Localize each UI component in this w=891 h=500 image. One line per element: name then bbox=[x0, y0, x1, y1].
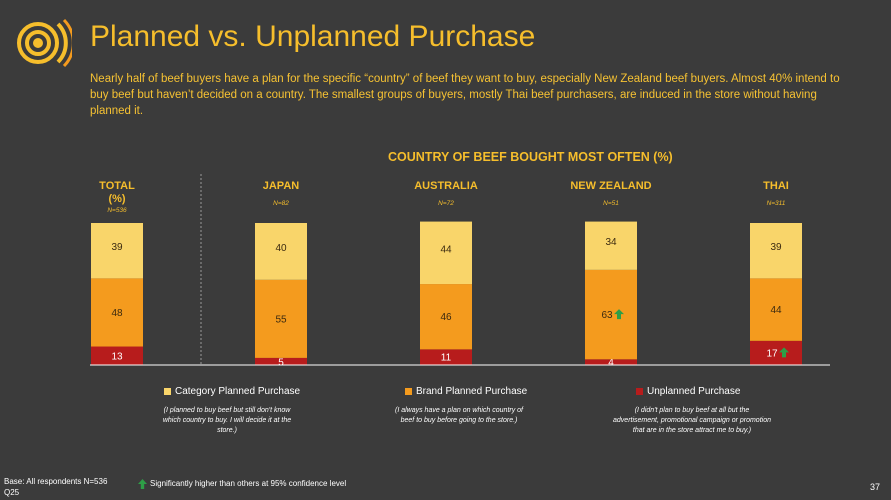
bar-segment bbox=[750, 340, 802, 365]
significance-arrow-icon bbox=[614, 309, 624, 320]
legend-unplanned-label: Unplanned Purchase bbox=[647, 386, 741, 397]
logo-icon bbox=[17, 18, 72, 68]
category-sublabel: (%) bbox=[108, 193, 125, 205]
sample-size-label: N=311 bbox=[767, 200, 786, 207]
legend-brand-swatch bbox=[405, 387, 412, 395]
legend-category-label: Category Planned Purchase bbox=[175, 386, 301, 397]
data-label: 48 bbox=[111, 308, 123, 319]
bar-segment bbox=[91, 346, 143, 365]
category-label: THAI bbox=[763, 180, 789, 192]
sample-size-label: N=536 bbox=[107, 207, 127, 214]
significance-arrow-icon bbox=[779, 347, 789, 358]
legend-unplanned-desc: (I didn't plan to buy beef at all but th… bbox=[613, 407, 771, 434]
bar-segment bbox=[91, 278, 143, 347]
legend-brand-desc: (I always have a plan on which country o… bbox=[394, 407, 523, 424]
data-label: 11 bbox=[441, 353, 452, 364]
data-label: 5 bbox=[278, 358, 284, 369]
stacked-bar-chart: TOTAL(%) N=536 JAPAN N=82 AUSTRALIA N=72 NEW Z… bbox=[90, 174, 830, 369]
data-label: 44 bbox=[440, 244, 452, 255]
page-number: 37 bbox=[870, 482, 881, 492]
data-label: 46 bbox=[440, 312, 452, 323]
data-label: 55 bbox=[275, 314, 287, 325]
legend-category-swatch bbox=[164, 387, 171, 395]
data-label: 17 bbox=[766, 348, 778, 359]
bar-segment bbox=[420, 349, 472, 365]
data-label: 63 bbox=[601, 310, 613, 321]
bar-segment bbox=[255, 357, 307, 365]
significance-text: Significantly higher than others at 95% … bbox=[150, 479, 347, 489]
data-label: 39 bbox=[770, 242, 782, 253]
sample-size-label: N=82 bbox=[273, 200, 289, 207]
category-label: JAPAN bbox=[263, 180, 300, 192]
bar-segment bbox=[585, 221, 637, 270]
category-label: NEW ZEALAND bbox=[570, 180, 651, 192]
data-label: 34 bbox=[605, 237, 617, 248]
data-label: 39 bbox=[111, 242, 123, 253]
sample-size-label: N=72 bbox=[438, 200, 454, 207]
category-label: TOTAL bbox=[99, 180, 135, 192]
bar-segment bbox=[255, 223, 307, 280]
bar-segment bbox=[750, 278, 802, 341]
category-label: AUSTRALIA bbox=[414, 180, 478, 192]
data-label: 13 bbox=[111, 351, 123, 362]
data-label: 4 bbox=[608, 358, 614, 369]
question-ref: Q25 bbox=[4, 488, 20, 497]
bar-segment bbox=[255, 279, 307, 358]
data-label: 44 bbox=[770, 305, 782, 316]
intro-text: Nearly half of beef buyers have a plan f… bbox=[90, 73, 840, 117]
footer-base: Base: All respondents N=536 Q25 bbox=[4, 476, 107, 498]
sample-size-label: N=51 bbox=[603, 200, 619, 207]
legend-brand-label: Brand Planned Purchase bbox=[416, 386, 528, 397]
bar-segment bbox=[420, 221, 472, 285]
up-arrow-icon bbox=[138, 479, 147, 489]
legend-category-desc: (I planned to buy beef but still don't k… bbox=[162, 407, 292, 434]
legend-unplanned-swatch bbox=[636, 387, 643, 395]
bar-segment bbox=[750, 223, 802, 279]
legend-category: Category Planned Purchase bbox=[164, 386, 300, 397]
chart-heading: COUNTRY OF BEEF BOUGHT MOST OFTEN (%) bbox=[388, 150, 673, 164]
bar-segment bbox=[420, 284, 472, 350]
page-title: Planned vs. Unplanned Purchase bbox=[90, 20, 536, 53]
base-note: Base: All respondents N=536 bbox=[4, 477, 108, 486]
significance-note: Significantly higher than others at 95% … bbox=[138, 479, 346, 489]
bar-segment bbox=[91, 223, 143, 279]
bar-segment bbox=[585, 359, 637, 365]
bar-segment bbox=[585, 269, 637, 360]
legend-brand: Brand Planned Purchase bbox=[405, 386, 527, 397]
data-label: 40 bbox=[275, 243, 287, 254]
legend-unplanned: Unplanned Purchase bbox=[636, 386, 740, 397]
